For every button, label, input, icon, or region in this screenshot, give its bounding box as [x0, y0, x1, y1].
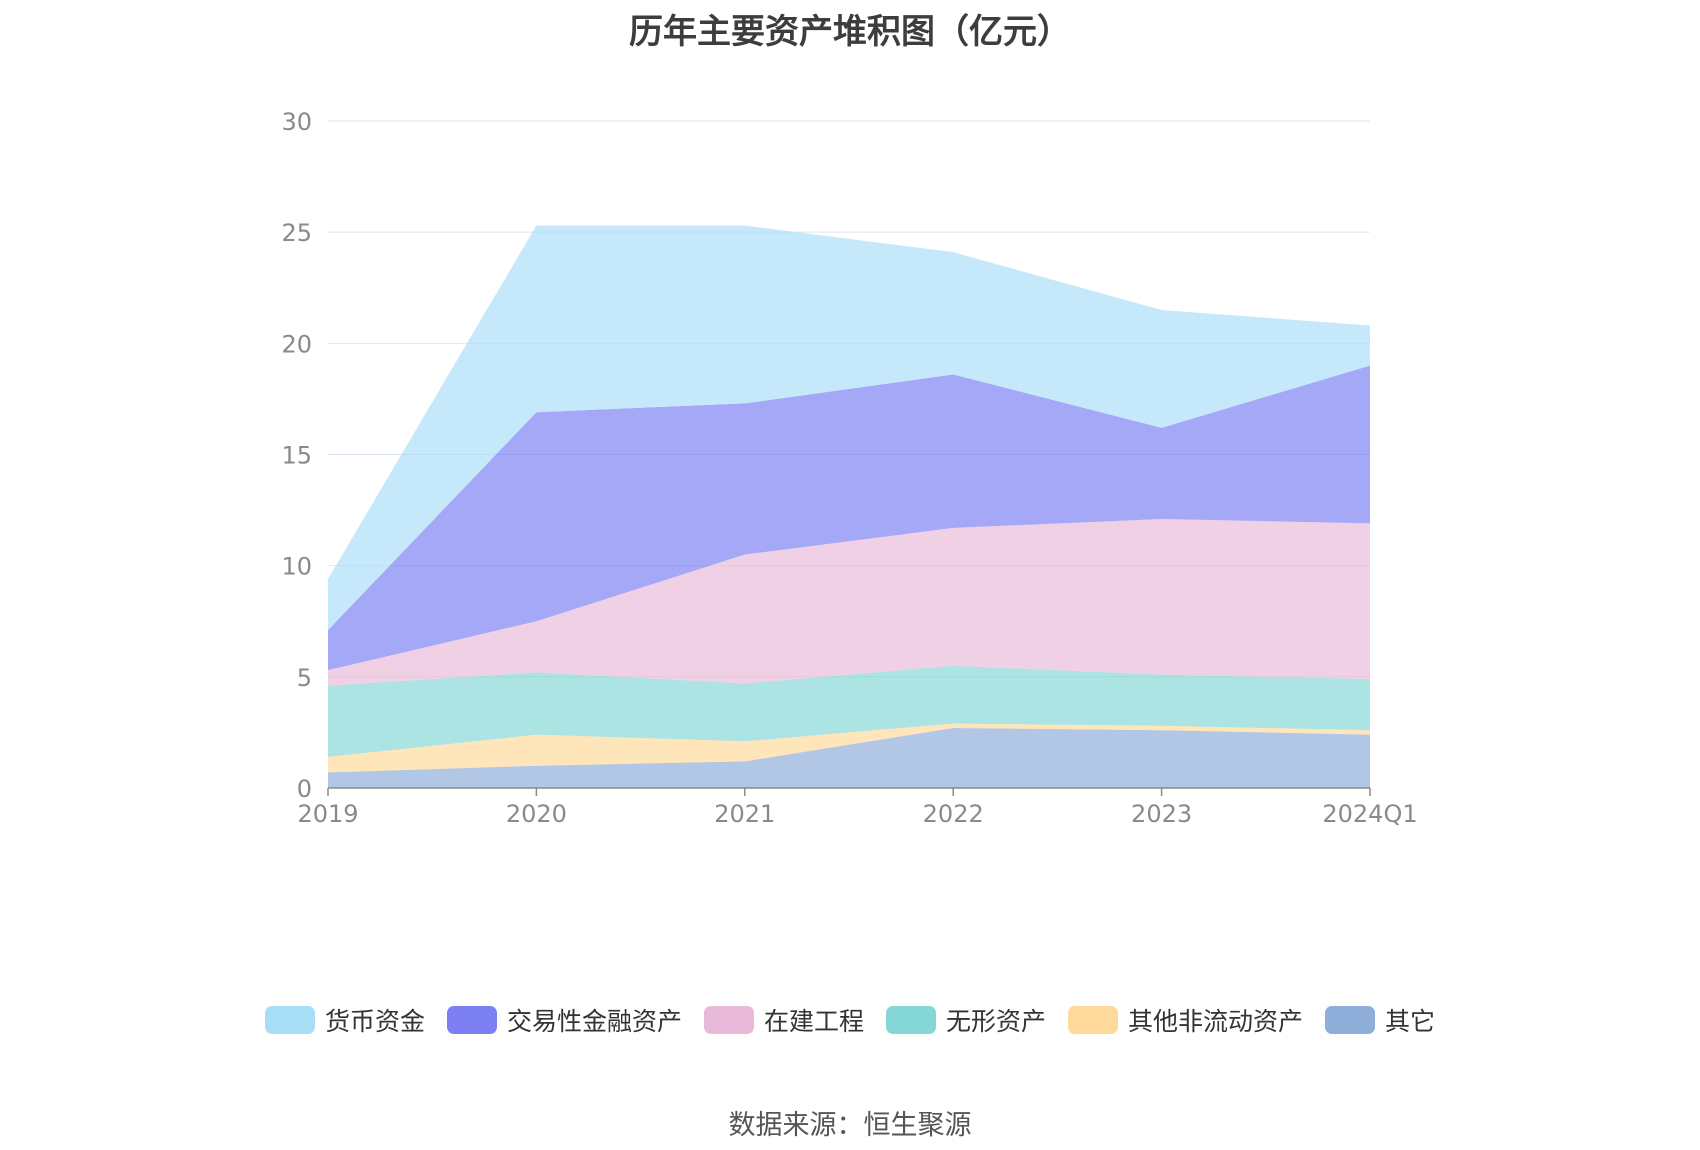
legend-item[interactable]: 无形资产: [886, 1002, 1046, 1038]
y-tick-label: 20: [281, 330, 312, 358]
legend-item[interactable]: 其他非流动资产: [1068, 1002, 1303, 1038]
legend-label: 交易性金融资产: [506, 1007, 682, 1036]
axes: 0 5 10 15 20 25 30 2019 2020 2021 2022 2023 2024Q1: [281, 108, 1417, 828]
legend-swatch: [703, 1006, 754, 1034]
area-在建工程: [328, 518, 1370, 686]
x-tick-label: 2021: [714, 800, 775, 828]
legend-swatch: [1068, 1006, 1119, 1034]
legend-item[interactable]: 其它: [1325, 1002, 1435, 1038]
area-其他非流动资产: [328, 723, 1370, 773]
legend-swatch: [1325, 1006, 1376, 1034]
legend-label: 其它: [1385, 1007, 1436, 1036]
legend-label: 其他非流动资产: [1128, 1007, 1304, 1036]
chart-title: 历年主要资产堆积图（亿元）: [629, 12, 1071, 52]
x-tick-label: 2019: [297, 800, 358, 828]
area-无形资产: [328, 665, 1370, 757]
area-series: [328, 225, 1370, 788]
area-交易性金融资产: [328, 365, 1370, 671]
x-tick-label: 2022: [923, 800, 984, 828]
legend: 货币资金 交易性金融资产 在建工程 无形资产 其他非流动资产 其它: [0, 1002, 1700, 1038]
source-note: 数据来源：恒生聚源: [728, 1110, 972, 1141]
x-tick-label: 2020: [506, 800, 567, 828]
legend-swatch: [264, 1006, 315, 1034]
y-tick-label: 10: [281, 553, 312, 581]
legend-label: 在建工程: [763, 1007, 864, 1036]
y-tick-label: 30: [281, 108, 312, 136]
legend-swatch: [886, 1006, 936, 1034]
y-tick-label: 5: [297, 664, 312, 692]
y-tick-label: 0: [297, 775, 312, 803]
x-tick-label: 2024Q1: [1322, 800, 1417, 828]
area-货币资金: [328, 225, 1370, 631]
legend-label: 无形资产: [946, 1007, 1047, 1036]
area-其它: [328, 727, 1370, 788]
legend-label: 货币资金: [324, 1007, 425, 1036]
y-tick-label: 15: [281, 442, 312, 470]
y-tick-label: 25: [281, 219, 312, 247]
legend-item[interactable]: 货币资金: [264, 1002, 425, 1038]
legend-swatch: [446, 1006, 497, 1034]
legend-item[interactable]: 交易性金融资产: [446, 1002, 682, 1038]
x-tick-label: 2023: [1131, 800, 1192, 828]
legend-item[interactable]: 在建工程: [703, 1002, 864, 1038]
